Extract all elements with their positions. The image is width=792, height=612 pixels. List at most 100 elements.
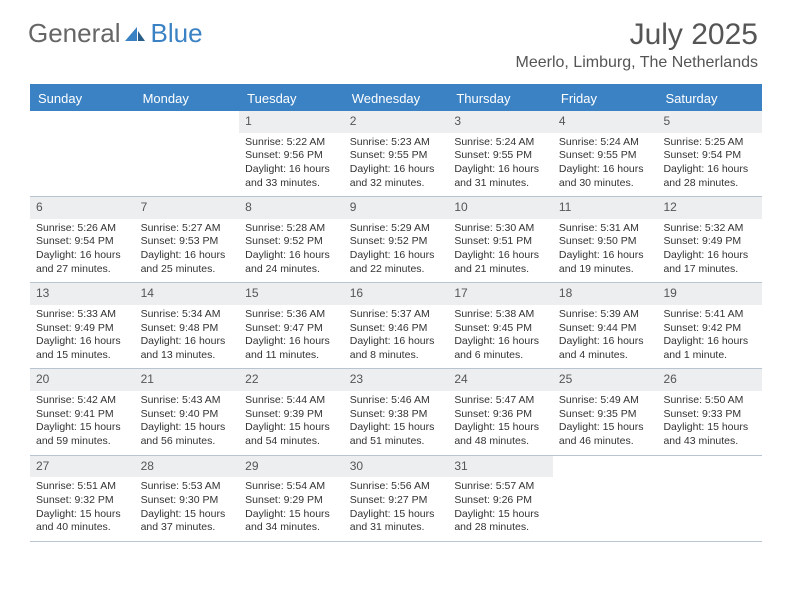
- day-number: 31: [448, 456, 553, 478]
- daylight-line: Daylight: 16 hours and 33 minutes.: [245, 163, 338, 190]
- sunset-line: Sunset: 9:54 PM: [36, 235, 129, 249]
- day-number: 9: [344, 197, 449, 219]
- sunrise-line: Sunrise: 5:39 AM: [559, 308, 652, 322]
- sunrise-line: Sunrise: 5:27 AM: [141, 222, 234, 236]
- day-number: 14: [135, 283, 240, 305]
- day-body: Sunrise: 5:42 AMSunset: 9:41 PMDaylight:…: [30, 391, 135, 455]
- sunrise-line: Sunrise: 5:33 AM: [36, 308, 129, 322]
- sunrise-line: Sunrise: 5:24 AM: [559, 136, 652, 150]
- day-body: Sunrise: 5:30 AMSunset: 9:51 PMDaylight:…: [448, 219, 553, 283]
- week-row: 27Sunrise: 5:51 AMSunset: 9:32 PMDayligh…: [30, 456, 762, 542]
- day-number: 22: [239, 369, 344, 391]
- day-cell: 4 Sunrise: 5:24 AMSunset: 9:55 PMDaylight…: [553, 111, 658, 196]
- logo-text-general: General: [28, 18, 121, 49]
- sunset-line: Sunset: 9:52 PM: [245, 235, 338, 249]
- day-cell: 18Sunrise: 5:39 AMSunset: 9:44 PMDayligh…: [553, 283, 658, 368]
- sunset-line: Sunset: 9:49 PM: [663, 235, 756, 249]
- weeks-container: 1Sunrise: 5:22 AMSunset: 9:56 PMDaylight…: [30, 111, 762, 542]
- day-body: Sunrise: 5:25 AMSunset: 9:54 PMDaylight:…: [657, 133, 762, 197]
- sunrise-line: Sunrise: 5:24 AM: [454, 136, 547, 150]
- day-cell-empty: [30, 111, 135, 196]
- sunset-line: Sunset: 9:27 PM: [350, 494, 443, 508]
- day-cell: 12Sunrise: 5:32 AMSunset: 9:49 PMDayligh…: [657, 197, 762, 282]
- day-body: Sunrise: 5:44 AMSunset: 9:39 PMDaylight:…: [239, 391, 344, 455]
- daylight-line: Daylight: 16 hours and 6 minutes.: [454, 335, 547, 362]
- week-row: 6Sunrise: 5:26 AMSunset: 9:54 PMDaylight…: [30, 197, 762, 283]
- day-number: 28: [135, 456, 240, 478]
- daylight-line: Daylight: 16 hours and 1 minute.: [663, 335, 756, 362]
- day-body: Sunrise: 5:29 AMSunset: 9:52 PMDaylight:…: [344, 219, 449, 283]
- day-cell: 15Sunrise: 5:36 AMSunset: 9:47 PMDayligh…: [239, 283, 344, 368]
- daylight-line: Daylight: 15 hours and 34 minutes.: [245, 508, 338, 535]
- sunset-line: Sunset: 9:53 PM: [141, 235, 234, 249]
- day-number: 29: [239, 456, 344, 478]
- daylight-line: Daylight: 16 hours and 30 minutes.: [559, 163, 652, 190]
- sunset-line: Sunset: 9:30 PM: [141, 494, 234, 508]
- day-body: Sunrise: 5:41 AMSunset: 9:42 PMDaylight:…: [657, 305, 762, 369]
- sunrise-line: Sunrise: 5:49 AM: [559, 394, 652, 408]
- sunrise-line: Sunrise: 5:46 AM: [350, 394, 443, 408]
- sunset-line: Sunset: 9:40 PM: [141, 408, 234, 422]
- sunset-line: Sunset: 9:55 PM: [559, 149, 652, 163]
- day-number: 10: [448, 197, 553, 219]
- sunrise-line: Sunrise: 5:26 AM: [36, 222, 129, 236]
- day-header: Friday: [553, 86, 658, 111]
- day-number: 30: [344, 456, 449, 478]
- day-body: Sunrise: 5:28 AMSunset: 9:52 PMDaylight:…: [239, 219, 344, 283]
- day-cell-empty: [657, 456, 762, 541]
- sunrise-line: Sunrise: 5:56 AM: [350, 480, 443, 494]
- day-number: 15: [239, 283, 344, 305]
- sunrise-line: Sunrise: 5:37 AM: [350, 308, 443, 322]
- day-cell: 8Sunrise: 5:28 AMSunset: 9:52 PMDaylight…: [239, 197, 344, 282]
- daylight-line: Daylight: 15 hours and 31 minutes.: [350, 508, 443, 535]
- daylight-line: Daylight: 15 hours and 43 minutes.: [663, 421, 756, 448]
- day-number: 7: [135, 197, 240, 219]
- sunset-line: Sunset: 9:51 PM: [454, 235, 547, 249]
- sunset-line: Sunset: 9:50 PM: [559, 235, 652, 249]
- sunrise-line: Sunrise: 5:53 AM: [141, 480, 234, 494]
- day-number: 25: [553, 369, 658, 391]
- sunrise-line: Sunrise: 5:44 AM: [245, 394, 338, 408]
- sunset-line: Sunset: 9:48 PM: [141, 322, 234, 336]
- sunrise-line: Sunrise: 5:28 AM: [245, 222, 338, 236]
- day-cell: 28 Sunrise: 5:53 AMSunset: 9:30 PMDayligh…: [135, 456, 240, 541]
- sunset-line: Sunset: 9:39 PM: [245, 408, 338, 422]
- day-number: 19: [657, 283, 762, 305]
- day-number: 4: [553, 111, 658, 133]
- day-number: 5: [657, 111, 762, 133]
- sunset-line: Sunset: 9:26 PM: [454, 494, 547, 508]
- day-body: Sunrise: 5:43 AMSunset: 9:40 PMDaylight:…: [135, 391, 240, 455]
- daylight-line: Daylight: 15 hours and 37 minutes.: [141, 508, 234, 535]
- daylight-line: Daylight: 16 hours and 4 minutes.: [559, 335, 652, 362]
- day-body: Sunrise: 5:31 AMSunset: 9:50 PMDaylight:…: [553, 219, 658, 283]
- day-body: Sunrise: 5:27 AMSunset: 9:53 PMDaylight:…: [135, 219, 240, 283]
- title-block: July 2025 Meerlo, Limburg, The Netherlan…: [516, 18, 759, 72]
- day-number: 26: [657, 369, 762, 391]
- daylight-line: Daylight: 16 hours and 25 minutes.: [141, 249, 234, 276]
- day-number: 13: [30, 283, 135, 305]
- day-number: 17: [448, 283, 553, 305]
- day-header: Monday: [135, 86, 240, 111]
- daylight-line: Daylight: 15 hours and 56 minutes.: [141, 421, 234, 448]
- daylight-line: Daylight: 16 hours and 8 minutes.: [350, 335, 443, 362]
- day-cell: 24Sunrise: 5:47 AMSunset: 9:36 PMDayligh…: [448, 369, 553, 454]
- daylight-line: Daylight: 16 hours and 19 minutes.: [559, 249, 652, 276]
- daylight-line: Daylight: 16 hours and 13 minutes.: [141, 335, 234, 362]
- day-number: 21: [135, 369, 240, 391]
- calendar: SundayMondayTuesdayWednesdayThursdayFrid…: [30, 84, 762, 542]
- sunrise-line: Sunrise: 5:36 AM: [245, 308, 338, 322]
- daylight-line: Daylight: 16 hours and 21 minutes.: [454, 249, 547, 276]
- daylight-line: Daylight: 16 hours and 28 minutes.: [663, 163, 756, 190]
- sunset-line: Sunset: 9:32 PM: [36, 494, 129, 508]
- sunrise-line: Sunrise: 5:41 AM: [663, 308, 756, 322]
- daylight-line: Daylight: 16 hours and 24 minutes.: [245, 249, 338, 276]
- day-number: 16: [344, 283, 449, 305]
- day-cell: 21Sunrise: 5:43 AMSunset: 9:40 PMDayligh…: [135, 369, 240, 454]
- day-body: Sunrise: 5:47 AMSunset: 9:36 PMDaylight:…: [448, 391, 553, 455]
- day-body: Sunrise: 5:56 AMSunset: 9:27 PMDaylight:…: [344, 477, 449, 541]
- day-cell: 20Sunrise: 5:42 AMSunset: 9:41 PMDayligh…: [30, 369, 135, 454]
- daylight-line: Daylight: 15 hours and 59 minutes.: [36, 421, 129, 448]
- sunset-line: Sunset: 9:45 PM: [454, 322, 547, 336]
- day-cell: 6Sunrise: 5:26 AMSunset: 9:54 PMDaylight…: [30, 197, 135, 282]
- sunset-line: Sunset: 9:35 PM: [559, 408, 652, 422]
